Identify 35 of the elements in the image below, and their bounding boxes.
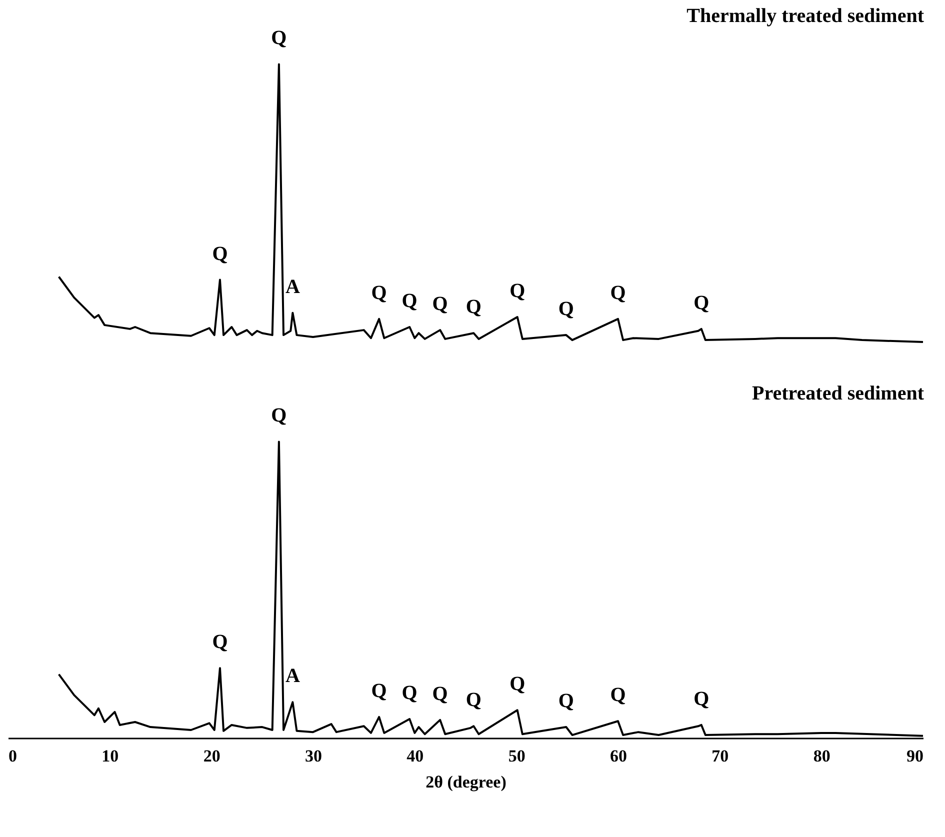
- annotation: Q: [432, 682, 448, 705]
- annotation: Q: [610, 282, 626, 304]
- annotation: A: [285, 276, 300, 298]
- annotation: Q: [432, 293, 448, 316]
- annotation: Q: [694, 688, 710, 710]
- x-tick-label: 0: [8, 746, 17, 766]
- annotation: Q: [610, 684, 626, 706]
- x-tick-label: 20: [203, 746, 220, 766]
- annotation: Q: [371, 680, 387, 702]
- chart-title: Thermally treated sediment: [686, 5, 924, 28]
- annotation: Q: [510, 673, 526, 696]
- annotation: Q: [558, 690, 574, 712]
- annotation: Q: [371, 282, 387, 304]
- x-axis-title: 2θ (degree): [426, 772, 506, 792]
- annotation: Q: [402, 682, 418, 704]
- annotation: Q: [402, 290, 418, 312]
- annotation: Q: [271, 27, 287, 50]
- x-tick-label: 10: [102, 746, 119, 766]
- x-tick-label: 50: [508, 746, 526, 766]
- annotation: Q: [510, 280, 526, 302]
- annotation: Q: [271, 404, 287, 427]
- annotation: Q: [212, 631, 228, 654]
- annotation: Q: [466, 296, 482, 318]
- annotation: A: [285, 665, 300, 688]
- chart-title: Pretreated sediment: [752, 382, 924, 405]
- x-tick-label: 90: [906, 746, 924, 766]
- x-tick-label: 70: [712, 746, 729, 766]
- annotation: Q: [466, 689, 482, 712]
- x-tick-label: 40: [406, 746, 424, 766]
- annotation: Q: [558, 298, 574, 320]
- annotation: Q: [212, 242, 228, 265]
- x-tick-label: 30: [305, 746, 322, 766]
- x-tick-label: 60: [610, 746, 627, 766]
- annotation: Q: [694, 292, 710, 314]
- x-tick-label: 80: [813, 746, 830, 766]
